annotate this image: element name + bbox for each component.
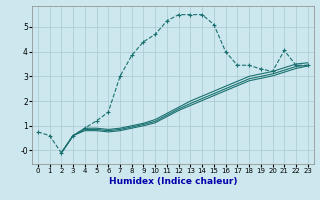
X-axis label: Humidex (Indice chaleur): Humidex (Indice chaleur) — [108, 177, 237, 186]
